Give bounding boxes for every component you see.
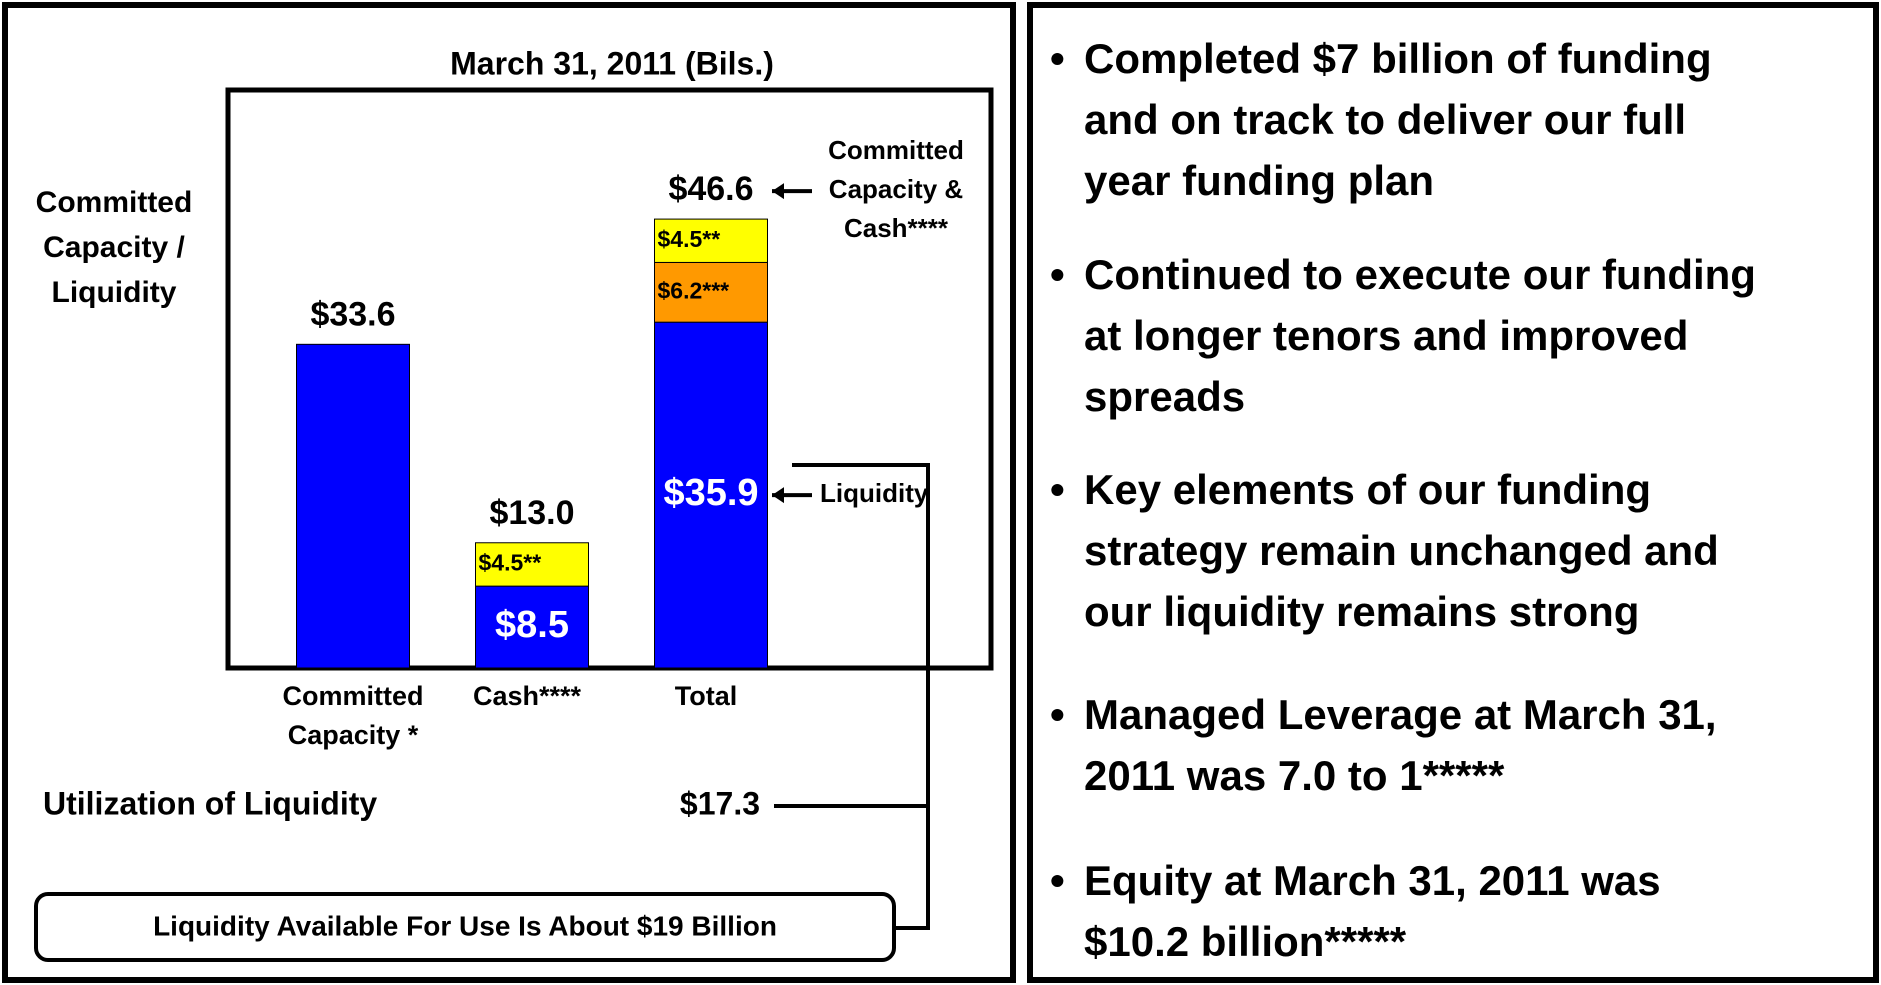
y-axis-label: Committed [36,186,193,219]
bar-segment [654,321,768,669]
arrow-head [772,487,784,504]
bar-segment [475,585,589,669]
utilization-label: Utilization of Liquidity [43,785,377,821]
y-axis-label: Capacity / [43,231,185,264]
value-label: $4.5** [479,550,542,576]
x-tick-label: Committed [283,681,424,711]
bullet-text: Continued to execute our funding [1084,251,1756,298]
utilization-value: $17.3 [680,785,760,821]
bullet-text: Equity at March 31, 2011 was [1084,857,1661,904]
bar-segment [654,218,768,263]
connector [774,463,930,930]
bullet-text: 2011 was 7.0 to 1***** [1084,752,1505,799]
value-label: $6.2*** [658,277,730,303]
bullet-dot: • [1050,691,1065,738]
y-axis-label: Liquidity [52,276,177,309]
bullet-text: and on track to deliver our full [1084,96,1686,143]
annotation: Liquidity [820,478,929,508]
x-tick-label: Capacity * [288,720,419,750]
total-label: $13.0 [489,494,574,532]
bullet-dot: • [1050,466,1065,513]
bullet-dot: • [1050,857,1065,904]
right-panel [1027,2,1879,983]
annotation: Cash**** [844,213,949,243]
bullet-dot: • [1050,35,1065,82]
value-label: $4.5** [658,226,721,252]
bullet-text: year funding plan [1084,157,1434,204]
bar-segment [296,343,410,669]
annotation: Capacity & [829,174,963,204]
bullet-text: $10.2 billion***** [1084,918,1407,965]
bullet-text: spreads [1084,373,1245,420]
annotation: Committed [828,135,964,165]
total-label: $46.6 [668,170,753,208]
bullet-text: strategy remain unchanged and [1084,527,1719,574]
callout: Liquidity Available For Use Is About $19… [153,910,777,941]
bar-segment [475,542,589,587]
chart-title: March 31, 2011 (Bils.) [450,45,774,81]
bullet-dot: • [1050,251,1065,298]
bullet-text: at longer tenors and improved [1084,312,1688,359]
arrow-head [772,183,784,200]
bullet-text: Completed $7 billion of funding [1084,35,1712,82]
plot-frame [225,87,994,671]
x-tick-label: Total [675,681,738,711]
x-tick-label: Cash**** [473,681,582,711]
connector-line [792,463,930,930]
bar-segment [654,261,768,323]
left-panel [2,2,1016,983]
value-label: $33.6 [310,295,395,333]
bullet-text: our liquidity remains strong [1084,588,1639,635]
bullet-text: Managed Leverage at March 31, [1084,691,1717,738]
value-label: $35.9 [663,472,758,514]
bullet-text: Key elements of our funding [1084,466,1651,513]
value-label: $8.5 [495,604,569,646]
